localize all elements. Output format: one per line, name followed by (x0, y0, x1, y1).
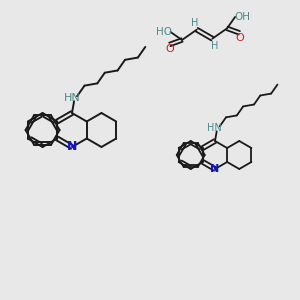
Text: N: N (210, 164, 220, 174)
Text: HN: HN (64, 93, 80, 103)
Text: H: H (191, 18, 198, 28)
Text: O: O (165, 44, 174, 54)
Text: N: N (67, 140, 77, 154)
Text: HO: HO (155, 27, 172, 37)
Text: O: O (235, 33, 244, 43)
Text: HN: HN (207, 123, 222, 133)
Text: OH: OH (234, 12, 250, 22)
Text: H: H (211, 41, 218, 51)
